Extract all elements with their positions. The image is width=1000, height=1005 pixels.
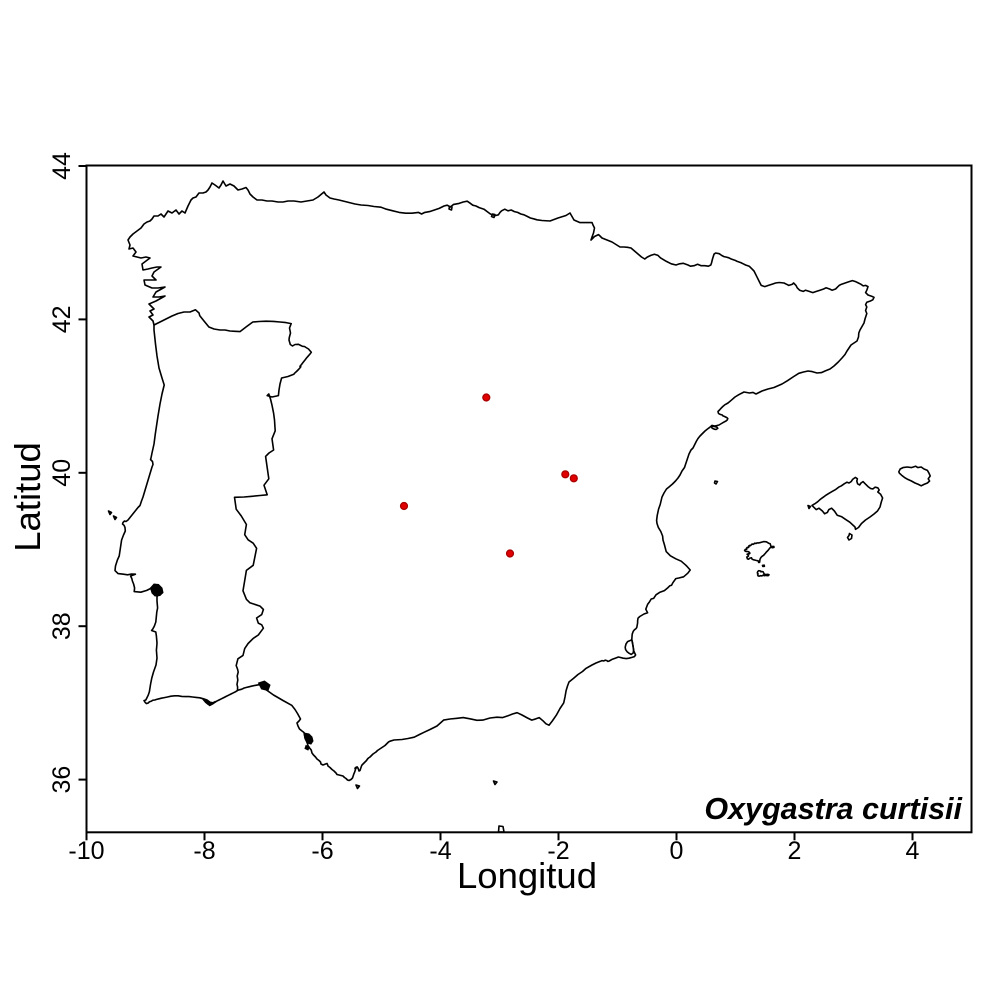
svg-text:38: 38 bbox=[48, 612, 76, 640]
svg-text:Longitud: Longitud bbox=[457, 855, 597, 896]
svg-text:44: 44 bbox=[48, 152, 76, 180]
svg-text:Latitud: Latitud bbox=[7, 442, 48, 552]
svg-text:-8: -8 bbox=[193, 837, 215, 865]
svg-text:-6: -6 bbox=[311, 837, 333, 865]
svg-text:4: 4 bbox=[906, 837, 920, 865]
svg-text:42: 42 bbox=[48, 305, 76, 333]
svg-text:-10: -10 bbox=[68, 837, 104, 865]
svg-text:36: 36 bbox=[48, 766, 76, 794]
svg-text:2: 2 bbox=[788, 837, 802, 865]
svg-text:-4: -4 bbox=[429, 837, 451, 865]
svg-text:Oxygastra curtisii: Oxygastra curtisii bbox=[704, 792, 962, 826]
svg-text:40: 40 bbox=[48, 459, 76, 487]
svg-text:-2: -2 bbox=[547, 837, 569, 865]
svg-text:0: 0 bbox=[670, 837, 684, 865]
